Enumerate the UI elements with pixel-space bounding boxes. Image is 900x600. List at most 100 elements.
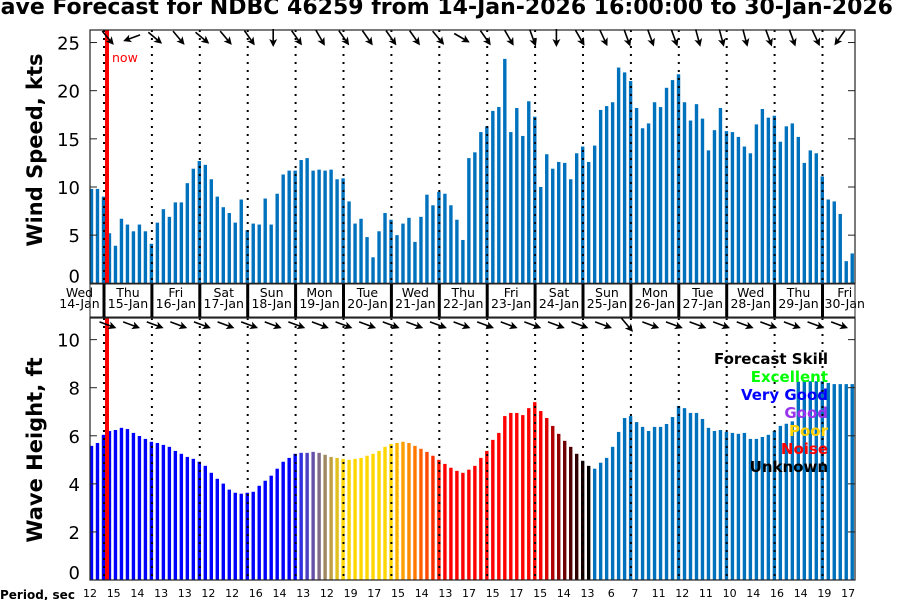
wave-bar	[796, 381, 801, 580]
wind-bar	[754, 124, 759, 284]
wave-y-tick-label: 10	[57, 331, 80, 352]
arrow-head	[153, 35, 163, 44]
legend-poor: Poor	[789, 422, 829, 440]
arrow-head	[319, 321, 329, 330]
arrow-shaft	[217, 321, 231, 328]
arrow-shaft	[689, 321, 703, 328]
arrow-shaft	[811, 29, 819, 43]
wave-bar	[527, 408, 531, 580]
wind-bar	[173, 202, 178, 284]
arrow-head	[223, 36, 232, 45]
arrow-shaft	[429, 321, 444, 328]
arrow-shaft	[194, 31, 207, 42]
wind-bar	[203, 164, 208, 284]
wave-bar	[557, 433, 561, 580]
wind-bar	[449, 205, 453, 284]
arrow-shaft	[290, 30, 301, 43]
wind-y-tick-label: 5	[69, 226, 80, 247]
wind-y-tick-label: 20	[57, 82, 80, 103]
wave-direction-arrow-icon	[760, 321, 778, 330]
period-row-label: Period, sec	[0, 588, 75, 600]
wind-bar	[257, 224, 261, 284]
wind-bar	[89, 188, 94, 284]
wind-bar	[694, 104, 699, 284]
day-name: Tue	[691, 285, 714, 300]
wind-direction-arrow-icon	[361, 30, 373, 46]
wave-direction-arrow-icon	[99, 321, 117, 330]
arrow-shaft	[315, 29, 324, 43]
arrow-head	[154, 321, 164, 330]
wind-bar	[682, 102, 687, 284]
arrow-shaft	[547, 321, 562, 328]
arrow-shaft	[338, 30, 348, 43]
wave-bar	[622, 417, 627, 580]
wind-bar	[179, 202, 184, 284]
wave-bar	[545, 417, 549, 580]
arrow-shaft	[594, 321, 609, 328]
period-value: 14	[130, 587, 144, 600]
wave-bar	[257, 485, 261, 580]
arrow-shaft	[146, 321, 161, 328]
arrow-shaft	[358, 321, 373, 328]
day-name: Thu	[451, 285, 475, 300]
wave-bar	[509, 412, 513, 580]
wave-bar	[826, 382, 830, 580]
wave-direction-arrow-icon	[736, 321, 754, 330]
wind-bar	[239, 199, 243, 284]
wind-bar	[407, 217, 411, 284]
arrow-head	[600, 37, 608, 47]
arrow-shaft	[288, 321, 302, 328]
wind-bar	[622, 72, 627, 284]
wind-direction-arrow-icon	[574, 29, 585, 46]
wave-bar	[425, 451, 429, 580]
wind-bar	[119, 218, 124, 284]
wind-bar	[569, 179, 573, 284]
wave-bar	[808, 381, 812, 580]
arrow-head	[388, 36, 397, 46]
wind-direction-arrow-icon	[243, 30, 255, 46]
wind-direction-arrow-icon	[528, 29, 537, 47]
wave-bar	[503, 416, 507, 580]
wind-bar	[706, 150, 711, 284]
wave-plot: 0 2 4 6 8 10	[57, 317, 856, 584]
wind-bar	[521, 135, 525, 284]
period-value: 15	[107, 587, 121, 600]
period-value: 12	[320, 587, 334, 600]
wave-direction-arrow-icon	[122, 321, 141, 330]
arrow-shaft	[504, 29, 513, 43]
arrow-head	[437, 321, 447, 330]
wave-bar	[563, 440, 567, 580]
arrow-shaft	[382, 321, 397, 328]
wave-direction-arrow-icon	[547, 321, 565, 330]
wind-bar	[586, 161, 591, 284]
day-name: Fri	[168, 285, 183, 300]
wind-bar	[814, 153, 818, 284]
wave-bar	[203, 465, 208, 580]
arrow-shaft	[642, 321, 656, 328]
wave-bar	[604, 457, 609, 580]
period-value: 17	[841, 587, 855, 600]
wind-bar	[485, 126, 489, 284]
period-value: 16	[249, 587, 263, 600]
arrow-head	[812, 37, 821, 47]
arrow-shaft	[836, 30, 846, 43]
wind-bar	[329, 169, 333, 284]
wind-bar	[251, 223, 255, 284]
wave-direction-arrow-icon	[170, 321, 188, 330]
wave-bar	[413, 445, 417, 580]
arrow-head	[272, 321, 282, 330]
wave-bar	[850, 384, 854, 580]
wind-direction-arrow-icon	[385, 30, 397, 46]
wind-bar	[832, 201, 836, 284]
wave-bar	[730, 432, 735, 580]
period-row: 12 15 14 13 13 12 12 16 14 13 12 19 17 15 14 13 17 15 17 15…	[83, 587, 855, 600]
wave-bar	[449, 467, 453, 580]
wind-direction-arrow-icon	[123, 34, 141, 43]
wave-bar	[143, 438, 148, 580]
arrow-head	[839, 321, 849, 330]
wind-y-tick-label: 15	[57, 130, 80, 151]
day-date: 20-Jan	[347, 296, 387, 311]
arrow-head	[788, 37, 797, 47]
wave-bar	[329, 456, 333, 580]
period-value: 12	[83, 587, 97, 600]
